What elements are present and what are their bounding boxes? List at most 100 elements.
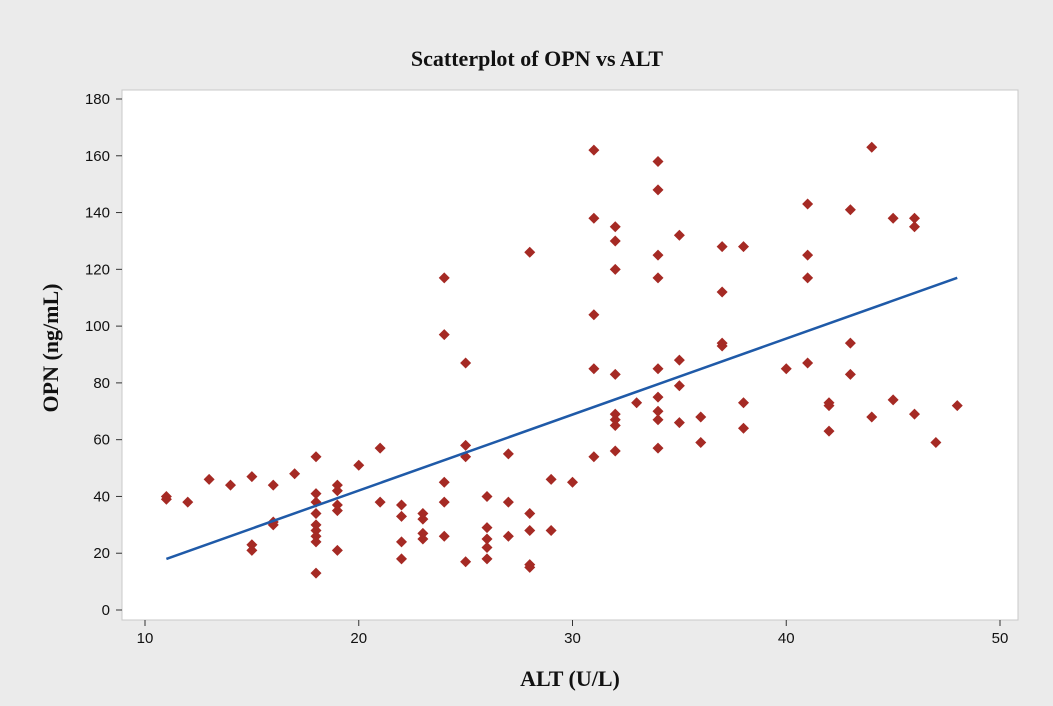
data-point bbox=[417, 507, 429, 519]
chart-title: Scatterplot of OPN vs ALT bbox=[411, 46, 664, 71]
y-tick-label: 180 bbox=[85, 91, 110, 108]
data-point bbox=[652, 249, 664, 261]
data-point bbox=[481, 522, 493, 534]
y-tick-label: 0 bbox=[102, 602, 110, 619]
data-point bbox=[738, 397, 749, 409]
data-point bbox=[396, 510, 407, 522]
data-point bbox=[844, 204, 856, 216]
data-point bbox=[460, 439, 472, 451]
data-point bbox=[588, 451, 600, 463]
data-point bbox=[609, 414, 621, 426]
data-point bbox=[652, 155, 664, 167]
data-point bbox=[844, 337, 856, 349]
data-point bbox=[673, 380, 685, 392]
data-point bbox=[438, 329, 450, 341]
data-point bbox=[374, 496, 386, 508]
data-point bbox=[246, 539, 258, 551]
data-point bbox=[310, 519, 322, 531]
data-point bbox=[310, 530, 322, 542]
data-point bbox=[353, 459, 365, 471]
data-point bbox=[738, 422, 749, 434]
data-point bbox=[331, 499, 343, 511]
data-point bbox=[481, 490, 493, 502]
data-point bbox=[524, 525, 536, 537]
data-point bbox=[652, 363, 664, 375]
data-point bbox=[203, 473, 215, 485]
data-point bbox=[588, 309, 600, 321]
data-point bbox=[310, 488, 322, 500]
data-point bbox=[545, 525, 557, 537]
data-point bbox=[417, 527, 429, 539]
data-point bbox=[866, 411, 878, 423]
data-point bbox=[289, 468, 301, 480]
data-point bbox=[460, 357, 472, 369]
y-tick-label: 100 bbox=[85, 318, 110, 335]
data-point bbox=[716, 241, 728, 253]
data-point bbox=[396, 553, 407, 565]
data-point bbox=[802, 249, 814, 261]
data-point bbox=[396, 536, 407, 548]
data-point bbox=[417, 533, 429, 545]
data-point bbox=[310, 525, 322, 537]
data-point bbox=[374, 442, 386, 454]
plot-area bbox=[121, 89, 1019, 621]
y-tick-label: 40 bbox=[93, 488, 110, 505]
data-point bbox=[502, 448, 514, 460]
data-point bbox=[331, 479, 343, 491]
data-point bbox=[609, 235, 621, 247]
data-point bbox=[695, 411, 707, 423]
data-point bbox=[652, 184, 664, 196]
data-point bbox=[609, 445, 621, 457]
data-point bbox=[225, 479, 236, 491]
y-tick-label: 60 bbox=[93, 432, 110, 449]
data-point bbox=[438, 530, 450, 542]
data-point bbox=[609, 368, 621, 380]
data-point bbox=[588, 212, 600, 224]
data-point bbox=[267, 479, 279, 491]
data-point bbox=[652, 442, 664, 454]
x-axis-label: ALT (U/L) bbox=[520, 666, 620, 691]
data-point bbox=[802, 272, 814, 284]
data-point bbox=[310, 567, 322, 579]
data-point bbox=[438, 272, 450, 284]
data-point bbox=[609, 221, 621, 233]
data-point bbox=[866, 141, 878, 153]
data-point bbox=[417, 513, 429, 525]
y-tick-label: 80 bbox=[93, 375, 110, 392]
data-point bbox=[631, 397, 643, 409]
y-axis-label: OPN (ng/mL) bbox=[38, 284, 63, 413]
data-points bbox=[160, 141, 963, 579]
data-point bbox=[909, 212, 920, 224]
data-point bbox=[652, 272, 664, 284]
data-point bbox=[524, 559, 536, 571]
data-point bbox=[652, 414, 664, 426]
data-point bbox=[160, 490, 172, 502]
data-point bbox=[438, 476, 450, 488]
data-point bbox=[481, 553, 493, 565]
data-point bbox=[438, 496, 450, 508]
data-point bbox=[567, 476, 578, 488]
data-point bbox=[716, 286, 728, 298]
x-tick-label: 40 bbox=[778, 630, 795, 647]
data-point bbox=[609, 263, 621, 275]
data-point bbox=[246, 471, 258, 483]
y-tick-label: 160 bbox=[85, 148, 110, 165]
data-point bbox=[673, 229, 685, 241]
data-point bbox=[716, 337, 728, 349]
data-point bbox=[844, 368, 856, 380]
data-point bbox=[310, 507, 322, 519]
x-tick-label: 20 bbox=[350, 630, 367, 647]
data-point bbox=[909, 221, 920, 233]
data-point bbox=[310, 536, 322, 548]
data-point bbox=[502, 496, 514, 508]
data-point bbox=[887, 212, 899, 224]
data-point bbox=[331, 485, 343, 497]
data-point bbox=[310, 451, 322, 463]
data-point bbox=[331, 505, 343, 517]
data-point bbox=[524, 507, 536, 519]
data-point bbox=[609, 408, 621, 420]
x-tick-label: 10 bbox=[137, 630, 154, 647]
regression-line bbox=[165, 276, 958, 561]
